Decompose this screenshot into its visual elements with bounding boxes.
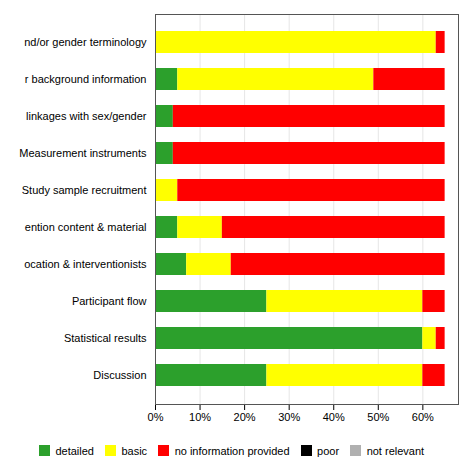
html-text:not relevant: not relevant xyxy=(366,444,425,457)
svg-text:ention content & material: ention content & material xyxy=(25,221,147,233)
html-text:no information provided: no information provided xyxy=(174,444,290,457)
svg-text:Participant flow: Participant flow xyxy=(72,295,147,307)
svg-text:Measurement instruments: Measurement instruments xyxy=(19,147,147,159)
svg-text:ocation & interventionists: ocation & interventionists xyxy=(24,258,147,270)
svg-text:linkages with sex/gender: linkages with sex/gender xyxy=(26,110,147,122)
svg-text:40%: 40% xyxy=(323,411,345,423)
html-text:poor: poor xyxy=(317,444,340,457)
svg-text:Study sample recruitment: Study sample recruitment xyxy=(22,184,147,196)
svg-text:nd/or gender terminology: nd/or gender terminology xyxy=(24,36,147,48)
svg-text:Statistical results: Statistical results xyxy=(64,332,147,344)
svg-text:0%: 0% xyxy=(148,411,164,423)
svg-text:Discussion: Discussion xyxy=(93,369,146,381)
svg-text:50%: 50% xyxy=(367,411,389,423)
svg-text:30%: 30% xyxy=(278,411,300,423)
svg-text:10%: 10% xyxy=(189,411,211,423)
svg-text:r background information: r background information xyxy=(25,73,147,85)
html-text:basic: basic xyxy=(121,444,148,457)
svg-text:20%: 20% xyxy=(234,411,256,423)
html-text:detailed: detailed xyxy=(55,444,94,457)
svg-text:60%: 60% xyxy=(412,411,434,423)
